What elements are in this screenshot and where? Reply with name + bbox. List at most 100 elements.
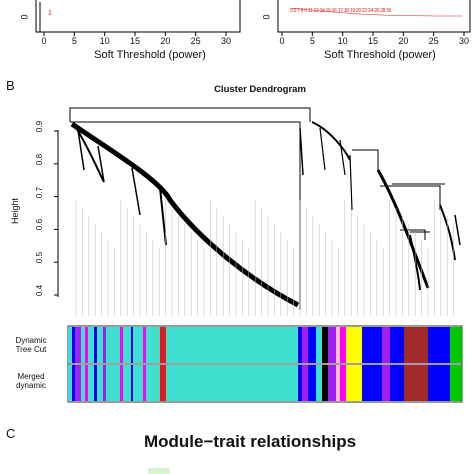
dynamic-module-pink [336, 327, 340, 363]
merged-dynamic-bar [68, 365, 462, 401]
dendrogram-right-bracket-2 [380, 183, 445, 210]
merged-dynamic-label: Merged dynamic [8, 372, 54, 390]
merged-module-magenta [120, 365, 123, 401]
merged-label-line1: Merged [17, 372, 45, 381]
dendrogram-right-end [454, 214, 461, 246]
dynamic-module-blue [428, 327, 450, 363]
dynamic-module-turquoise [133, 327, 143, 363]
dynamic-module-yellow [346, 327, 362, 363]
a-left-xtick-label: 20 [160, 36, 171, 46]
dynamic-label-line1: Dynamic [15, 336, 47, 345]
dynamic-module-turquoise [81, 327, 85, 363]
dynamic-module-blue [298, 327, 302, 363]
a-left-xtick-label: 10 [99, 36, 110, 46]
dendrogram-branch-3 [131, 167, 141, 216]
panel-c-label: C [6, 426, 16, 441]
module-trait-title: Module−trait relationships [143, 432, 357, 451]
dendrogram-tree [69, 107, 461, 310]
module-trait-heatmap-edge [148, 468, 170, 474]
a-left-axes [35, 0, 241, 33]
a-left-xtick-label: 15 [129, 36, 140, 46]
merged-module-turquoise [146, 365, 160, 401]
dynamic-module-turquoise [97, 327, 103, 363]
dynamic-module-purple [382, 327, 390, 363]
merged-module-turquoise [166, 365, 298, 401]
merged-module-purple [382, 365, 390, 401]
a-left-plot-frame [35, 0, 241, 33]
a-left-point-label: 1 [48, 10, 52, 17]
a-right-plot-frame [277, 0, 471, 33]
dendrogram-right-sweep-2 [439, 204, 456, 261]
dendrogram-branch-2 [97, 145, 105, 183]
dynamic-module-brown [404, 327, 428, 363]
merged-module-blue [362, 365, 382, 401]
dendrogram-right-cluster-3 [339, 139, 353, 211]
merged-module-brown [404, 365, 428, 401]
dynamic-label-line2: Tree Cut [15, 345, 47, 354]
dynamic-module-blue [94, 327, 97, 363]
dynamic-tree-cut-label: Dynamic Tree Cut [8, 336, 54, 354]
dynamic-module-turquoise [68, 327, 72, 363]
merged-module-green [450, 365, 462, 401]
merged-module-blue [390, 365, 404, 401]
merged-module-purple [75, 365, 81, 401]
dendrogram-right-cluster-2 [319, 127, 326, 171]
dynamic-module-magenta [340, 327, 346, 363]
dynamic-module-black [322, 327, 328, 363]
dynamic-module-blue [362, 327, 382, 363]
dynamic-module-blue [72, 327, 75, 363]
merged-module-turquoise [97, 365, 103, 401]
a-right-point-labels: 3 5 7 8 9 11 13 14 15 16 17 18 19 20 22 … [290, 8, 392, 14]
merged-module-blue [428, 365, 450, 401]
dendrogram-main-sweep [70, 121, 300, 308]
merged-module-blue [94, 365, 97, 401]
merged-module-purple [328, 365, 336, 401]
dynamic-module-turquoise [123, 327, 131, 363]
dendrogram-ytick-marks [54, 130, 58, 296]
dendrogram-right-bracket-1 [352, 149, 379, 170]
dynamic-module-turquoise [146, 327, 160, 363]
dynamic-module-red [160, 327, 166, 363]
merged-module-turquoise [68, 365, 72, 401]
merged-module-magenta [143, 365, 146, 401]
panel-b-label: B [6, 78, 15, 93]
dynamic-module-turquoise [166, 327, 298, 363]
dynamic-module-purple [328, 327, 336, 363]
merged-module-turquoise [81, 365, 85, 401]
dendrogram-right-cluster-1 [311, 121, 351, 161]
merged-module-purple [103, 365, 106, 401]
dynamic-module-blue [390, 327, 404, 363]
dendrogram-branch-1 [77, 129, 85, 171]
a-right-xtick-label: 20 [398, 36, 409, 46]
dynamic-module-turquoise [106, 327, 120, 363]
dendrogram-top-merge [69, 107, 311, 122]
dendrogram-right-sweep-3 [409, 234, 421, 291]
dynamic-module-magenta [120, 327, 123, 363]
a-right-xtick-label: 10 [337, 36, 348, 46]
a-right-axes [277, 0, 471, 33]
dendrogram-branch-5 [299, 127, 304, 176]
merged-module-turquoise [316, 365, 322, 401]
dynamic-module-magenta [85, 327, 88, 363]
dynamic-module-purple [103, 327, 106, 363]
module-color-bars [67, 325, 463, 403]
merged-module-turquoise [133, 365, 143, 401]
a-left-xtick-label: 5 [71, 36, 77, 46]
a-left-xtick-label: 0 [41, 36, 47, 46]
merged-module-turquoise [88, 365, 94, 401]
dendrogram-title: Cluster Dendrogram [214, 84, 306, 95]
dynamic-module-green [450, 327, 462, 363]
merged-module-blue [308, 365, 316, 401]
a-tick-marks [43, 32, 465, 36]
a-left-xlabel: Soft Threshold (power) [94, 49, 206, 61]
a-left-xtick-label: 25 [190, 36, 201, 46]
a-left-xtick-label: 30 [220, 36, 231, 46]
a-right-point-trend [289, 7, 463, 17]
merged-module-purple [302, 365, 308, 401]
merged-module-magenta [85, 365, 88, 401]
dynamic-module-turquoise [88, 327, 94, 363]
dendrogram-branch-4 [159, 187, 167, 246]
merged-module-blue [131, 365, 133, 401]
dendrogram-right-bracket-3 [400, 229, 430, 240]
